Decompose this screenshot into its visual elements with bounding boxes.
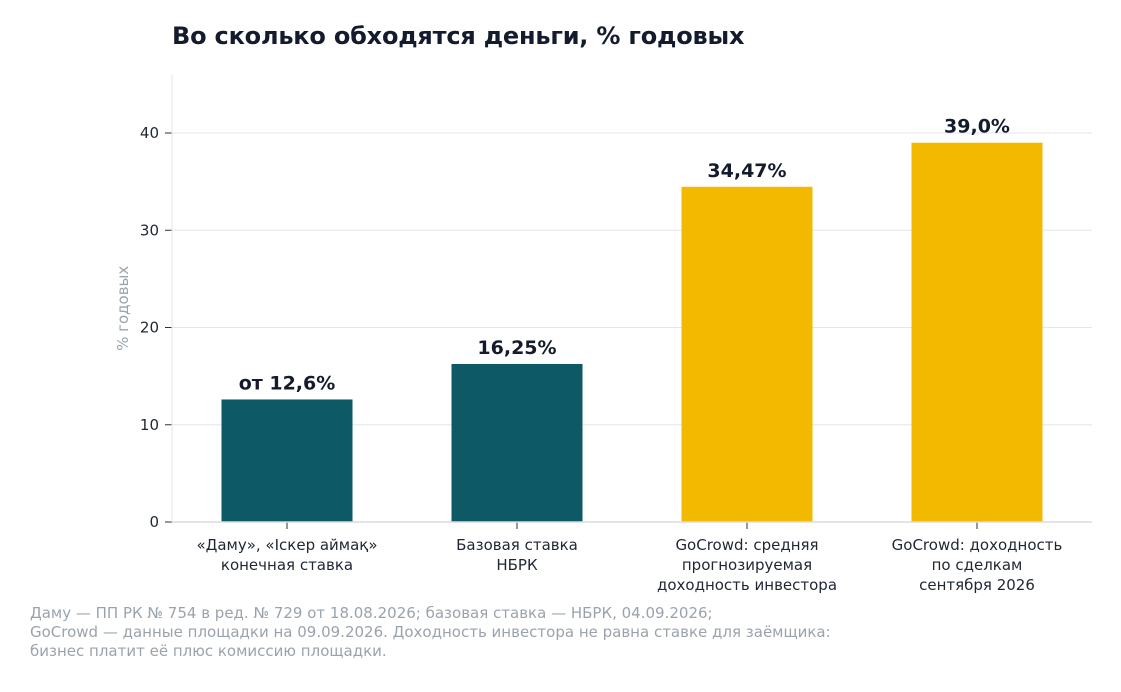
x-tick-label-line: доходность инвестора bbox=[657, 576, 837, 594]
y-tick-label: 10 bbox=[140, 416, 159, 434]
x-tick-label-line: прогнозируемая bbox=[682, 556, 812, 574]
footnote-line: GoCrowd — данные площадки на 09.09.2026.… bbox=[30, 623, 831, 641]
x-tick-label: GoCrowd: доходность по сделкам сентября 20… bbox=[892, 536, 1063, 594]
data-label: 16,25% bbox=[477, 337, 556, 359]
data-label: 39,0% bbox=[944, 116, 1010, 138]
x-tick-label: GoCrowd: средняя прогнозируемая доходность… bbox=[657, 536, 837, 594]
y-tick-label: 40 bbox=[140, 124, 159, 142]
data-label: от 12,6% bbox=[239, 372, 336, 394]
y-tick-label: 0 bbox=[149, 513, 159, 531]
x-tick-label-line: GoCrowd: доходность bbox=[892, 536, 1063, 554]
x-tick-label-line: конечная ставка bbox=[221, 556, 353, 574]
x-tick-label-line: «Даму», «Іскер аймақ» bbox=[196, 536, 377, 554]
source-footnote: Даму — ПП РК № 754 в ред. № 729 от 18.08… bbox=[30, 604, 831, 661]
x-tick-label: Базовая ставка НБРК bbox=[456, 536, 578, 574]
x-tick-label-line: по сделкам bbox=[932, 556, 1023, 574]
y-tick-label: 20 bbox=[140, 319, 159, 337]
data-label: 34,47% bbox=[707, 160, 786, 182]
y-tick-label: 30 bbox=[140, 221, 159, 239]
x-tick-label-line: GoCrowd: средняя bbox=[675, 536, 818, 554]
footnote-line: Даму — ПП РК № 754 в ред. № 729 от 18.08… bbox=[30, 604, 713, 622]
chart-title: Во сколько обходятся деньги, % годовых bbox=[172, 22, 745, 50]
x-tick-label-line: сентября 2026 bbox=[919, 576, 1035, 594]
bar bbox=[911, 142, 1043, 522]
x-tick-label-line: Базовая ставка bbox=[456, 536, 578, 554]
y-axis-label: % годовых bbox=[114, 266, 132, 351]
bar bbox=[451, 363, 583, 522]
footnote-line: бизнес платит её плюс комиссию площадки. bbox=[30, 642, 387, 660]
bar bbox=[221, 399, 353, 522]
x-tick-label-line: НБРК bbox=[496, 556, 538, 574]
bar bbox=[681, 186, 813, 523]
x-tick-label: «Даму», «Іскер аймақ» конечная ставка bbox=[196, 536, 377, 574]
